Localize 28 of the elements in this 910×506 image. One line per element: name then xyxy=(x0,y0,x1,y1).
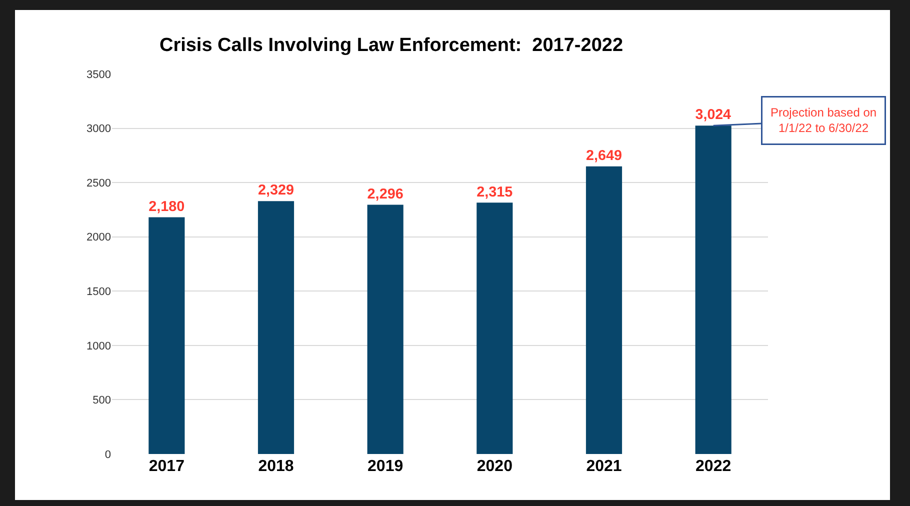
annotation: Projection based on 1/1/22 to 6/30/22 xyxy=(770,106,877,136)
y-tick-label: 3500 xyxy=(86,68,111,81)
data-label: 3,024 xyxy=(695,107,732,124)
y-tick-label: 2500 xyxy=(86,177,111,190)
y-tick-label: 0 xyxy=(104,448,111,461)
x-tick-label: 2019 xyxy=(368,458,404,475)
x-tick-label: 2020 xyxy=(476,458,513,475)
bar xyxy=(695,126,732,454)
bar xyxy=(148,217,185,454)
x-tick-label: 2018 xyxy=(258,458,294,475)
data-label: 2,315 xyxy=(476,184,513,200)
chart-title: Crisis Calls Involving Law Enforcement: 2017-2022 xyxy=(159,34,624,56)
data-label: 2,649 xyxy=(586,148,622,164)
data-label: 2,329 xyxy=(258,182,294,199)
y-tick-label: 1500 xyxy=(86,286,111,298)
y-tick-label: 3000 xyxy=(86,123,111,136)
y-tick-label: 500 xyxy=(92,394,111,407)
bar xyxy=(258,201,294,454)
x-tick-label: 2021 xyxy=(586,458,622,475)
x-tick-label: 2022 xyxy=(696,458,732,475)
y-tick-label: 2000 xyxy=(86,232,111,244)
y-tick-label: 1000 xyxy=(86,340,111,352)
bar xyxy=(586,166,622,454)
bar xyxy=(367,204,404,454)
x-tick-label: 2017 xyxy=(148,458,185,475)
data-label: 2,296 xyxy=(367,186,404,202)
bar xyxy=(476,202,513,454)
data-label: 2,180 xyxy=(148,198,185,215)
